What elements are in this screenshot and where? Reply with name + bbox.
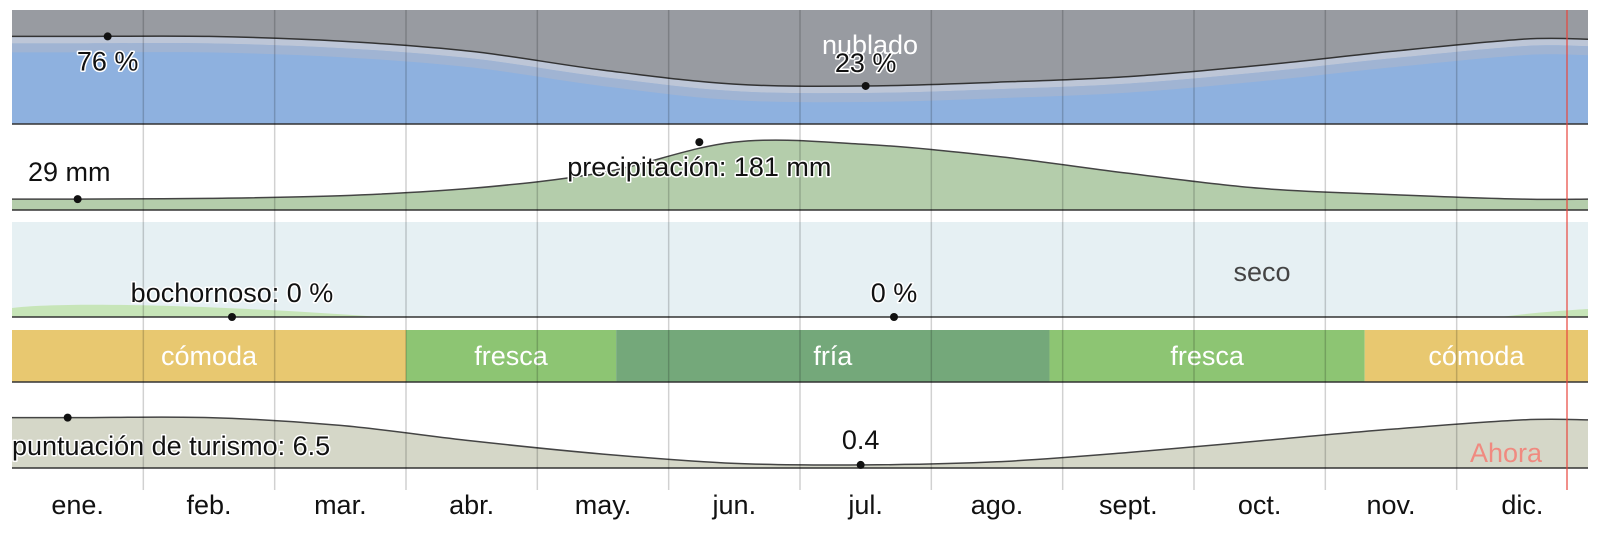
precipitation-panel: 29 mm precipitación: 181 mm [11,138,1589,211]
cloud-cover-area [12,10,1588,87]
dry-band [12,222,1588,317]
temperature-segment-3 [1049,330,1365,382]
muggy-mid-point [890,313,898,321]
month-label: feb. [186,490,231,520]
temperature-segment-label: cómoda [1428,341,1525,371]
cloud-low-point [861,81,870,90]
month-label: mar. [314,490,367,520]
temperature-segment-label: fresca [474,341,549,371]
month-label: ene. [51,490,104,520]
month-label: abr. [449,490,494,520]
muggy-start-point [228,313,236,321]
humidity-panel: seco bochornoso: 0 % 0 % [12,222,1588,321]
cloud-peak-label: 76 % [77,46,139,76]
cloud-cover-panel: nublado 76 % 23 % [11,10,1589,125]
temperature-segment-1 [406,330,617,382]
precipitation-max-label: precipitación: 181 mm [567,152,831,182]
precipitation-min-label: 29 mm [28,157,111,187]
tourism-max-point [63,413,72,422]
temperature-segment-label: fresca [1170,341,1245,371]
month-label: may. [575,490,632,520]
temperature-segment-2 [616,330,1050,382]
month-label: jun. [712,490,757,520]
tourism-max-label: puntuación de turismo: 6.5 [12,431,330,461]
cloudy-label: nublado [822,30,918,60]
temperature-segment-4 [1364,330,1588,382]
temperature-segment-label: fría [813,341,853,371]
now-label: Ahora [1470,438,1543,468]
cloud-cover-line [11,35,1589,87]
precipitation-min-point [73,195,82,204]
tourism-line [12,416,1589,466]
muggy-start-label: bochornoso: 0 % [131,278,334,308]
month-axis: ene. feb. mar. abr. may. jun. jul. ago. sept. oct… [51,490,1543,520]
dry-label: seco [1233,257,1290,287]
muggy-sliver-start [12,304,380,317]
month-label: nov. [1366,490,1415,520]
cloud-low-label: 23 % [835,48,897,78]
temperature-panel: cómoda fresca fría fresca cómoda [12,330,1588,382]
tourism-area [12,417,1588,468]
tourism-min-label: 0.4 [842,425,880,455]
month-label: dic. [1501,490,1543,520]
temperature-segment-label: cómoda [161,341,258,371]
cloud-peak-point [103,32,112,41]
cloud-band-light [12,36,1588,94]
month-gridlines [142,10,1458,490]
month-label: oct. [1238,490,1282,520]
cloud-band-mid [12,43,1588,103]
tourism-min-point [856,460,865,469]
precipitation-line [11,139,1589,201]
tourism-panel: puntuación de turismo: 6.5 0.4 Ahora [11,413,1589,469]
month-label: ago. [971,490,1024,520]
month-label: sept. [1099,490,1158,520]
precipitation-area [12,140,1588,210]
muggy-sliver-end [1500,309,1588,317]
muggy-mid-label: 0 % [871,278,918,308]
temperature-segment-0 [12,330,406,382]
precipitation-max-point [695,138,704,147]
month-label: jul. [847,490,883,520]
